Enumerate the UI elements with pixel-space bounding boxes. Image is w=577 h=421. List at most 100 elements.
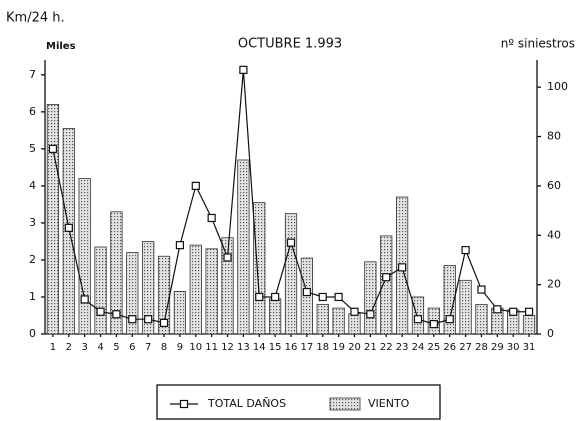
- y-tick-label: 6: [29, 105, 36, 118]
- y-axis-unit: Miles: [46, 41, 76, 52]
- marker: [509, 307, 518, 316]
- marker: [128, 315, 137, 324]
- marker: [382, 273, 391, 282]
- x-tick-label: 6: [129, 342, 135, 353]
- bar: [269, 298, 282, 335]
- marker: [413, 315, 423, 324]
- bar: [189, 244, 202, 335]
- bar: [284, 213, 298, 335]
- x-tick-label: 29: [491, 342, 504, 353]
- x-tick-label: 21: [364, 342, 377, 353]
- marker: [48, 144, 58, 153]
- bar: [173, 291, 187, 335]
- x-tick-label: 5: [113, 342, 119, 353]
- x-tick-label: 28: [475, 342, 488, 353]
- marker: [255, 292, 264, 302]
- legend-swatch: [329, 397, 361, 411]
- x-tick-label: 7: [145, 342, 151, 353]
- marker: [64, 223, 73, 232]
- marker: [461, 245, 470, 255]
- x-tick-label: 9: [177, 342, 183, 353]
- marker: [286, 238, 296, 247]
- marker: [239, 65, 248, 74]
- marker: [524, 307, 534, 316]
- marker: [159, 318, 169, 327]
- marker: [445, 315, 454, 324]
- marker: [144, 315, 153, 324]
- x-tick-label: 25: [427, 342, 440, 353]
- y2-tick-label: 40: [547, 228, 561, 241]
- y2-tick-label: 20: [547, 278, 561, 291]
- y-tick-label: 7: [29, 68, 36, 81]
- y2-tick-label: 60: [547, 179, 561, 192]
- x-tick-label: 19: [332, 342, 345, 353]
- y-tick-label: 3: [29, 216, 36, 229]
- marker: [350, 307, 359, 316]
- marker: [366, 310, 375, 319]
- bar: [522, 315, 536, 335]
- bar: [46, 104, 60, 335]
- y-tick-label: 4: [29, 179, 36, 192]
- legend-marker: [179, 399, 189, 409]
- y-tick-label: 5: [29, 142, 36, 155]
- x-tick-label: 20: [348, 342, 361, 353]
- x-tick-label: 2: [66, 342, 72, 353]
- marker: [112, 310, 121, 319]
- marker: [223, 253, 232, 262]
- bar: [94, 246, 107, 335]
- marker: [477, 285, 486, 294]
- bar: [380, 235, 393, 335]
- bar: [142, 241, 155, 335]
- x-tick-label: 22: [380, 342, 393, 353]
- bar: [78, 178, 91, 335]
- bar: [459, 279, 472, 335]
- bar: [316, 303, 329, 335]
- x-tick-label: 3: [81, 342, 87, 353]
- marker: [493, 305, 502, 314]
- x-tick-label: 31: [523, 342, 536, 353]
- marker: [397, 263, 407, 272]
- x-tick-label: 11: [205, 342, 218, 353]
- x-tick-label: 14: [253, 342, 266, 353]
- x-tick-label: 30: [507, 342, 520, 353]
- x-tick-label: 26: [443, 342, 456, 353]
- bar: [253, 202, 266, 335]
- marker: [429, 320, 438, 329]
- marker: [96, 307, 105, 316]
- y-tick-label: 0: [29, 327, 36, 340]
- y2-tick-label: 80: [547, 130, 561, 143]
- bar: [221, 237, 234, 335]
- bar: [475, 303, 488, 335]
- bar: [348, 313, 361, 335]
- marker: [80, 295, 89, 304]
- x-tick-label: 15: [269, 342, 282, 353]
- legend-label: TOTAL DAÑOS: [207, 397, 286, 410]
- x-tick-label: 24: [412, 342, 425, 353]
- x-tick-label: 16: [285, 342, 298, 353]
- legend-label: VIENTO: [368, 397, 410, 410]
- marker: [175, 241, 185, 250]
- x-tick-label: 12: [221, 342, 234, 353]
- marker: [302, 287, 311, 297]
- y2-tick-label: 0: [547, 327, 554, 340]
- x-tick-label: 17: [301, 342, 314, 353]
- bar: [205, 248, 218, 335]
- legend-box: [156, 384, 441, 420]
- marker: [271, 292, 280, 302]
- bar: [364, 261, 377, 335]
- bar: [237, 159, 250, 335]
- x-tick-label: 13: [237, 342, 250, 353]
- y-tick-label: 1: [29, 290, 36, 303]
- bar: [443, 265, 456, 335]
- x-tick-label: 10: [189, 342, 202, 353]
- y-tick-label: 2: [29, 253, 36, 266]
- x-tick-label: 18: [316, 342, 329, 353]
- x-tick-label: 4: [97, 342, 103, 353]
- bar: [126, 252, 139, 335]
- marker: [318, 292, 327, 302]
- x-tick-label: 8: [161, 342, 167, 353]
- marker: [334, 292, 343, 302]
- marker: [191, 181, 200, 190]
- marker: [207, 213, 216, 223]
